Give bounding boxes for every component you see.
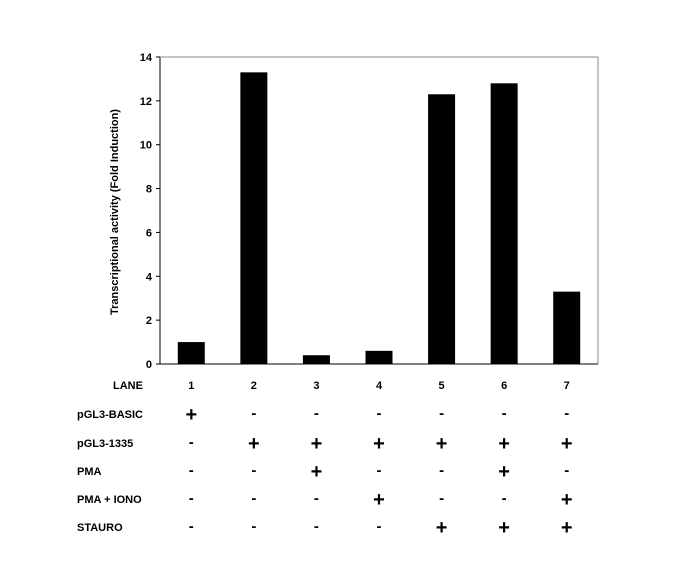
minus-sign: - bbox=[564, 462, 569, 479]
lane-number: 2 bbox=[251, 380, 257, 392]
lane-number: 1 bbox=[188, 380, 194, 392]
minus-sign: - bbox=[189, 518, 194, 535]
bar-lane-6 bbox=[490, 83, 518, 365]
plus-sign: + bbox=[561, 433, 573, 455]
plus-sign: + bbox=[561, 517, 573, 539]
bar-lane-7 bbox=[553, 291, 581, 364]
minus-sign: - bbox=[377, 462, 382, 479]
y-tick-label: 8 bbox=[146, 184, 152, 196]
y-tick-label: 10 bbox=[140, 140, 152, 152]
minus-sign: - bbox=[189, 462, 194, 479]
plus-sign: + bbox=[248, 433, 260, 455]
bar-lane-4 bbox=[365, 350, 393, 364]
condition-label: pGL3-BASIC bbox=[77, 409, 143, 421]
minus-sign: - bbox=[502, 405, 507, 422]
bar-lane-5 bbox=[428, 94, 456, 365]
plus-sign: + bbox=[185, 404, 197, 426]
lane-number: 3 bbox=[313, 380, 319, 392]
lane-row: LANE 1 2 3 4 5 6 7 bbox=[113, 380, 570, 392]
minus-sign: - bbox=[377, 405, 382, 422]
plus-sign: + bbox=[498, 517, 510, 539]
bar-lane-3 bbox=[302, 355, 330, 364]
lane-number: 6 bbox=[501, 380, 507, 392]
condition-table: pGL3-BASIC + - - - - - - pGL3-1335 - + + + + + + PMA - - + -… bbox=[77, 404, 573, 539]
condition-label: STAURO bbox=[77, 522, 123, 534]
bars bbox=[177, 72, 581, 365]
y-tick-label: 12 bbox=[140, 96, 152, 108]
condition-label: PMA + IONO bbox=[77, 494, 142, 506]
bar-lane-2 bbox=[240, 72, 268, 364]
minus-sign: - bbox=[314, 490, 319, 507]
plus-sign: + bbox=[436, 517, 448, 539]
minus-sign: - bbox=[251, 462, 256, 479]
plus-sign: + bbox=[373, 433, 385, 455]
plus-sign: + bbox=[498, 433, 510, 455]
plus-sign: + bbox=[311, 433, 323, 455]
y-tick-label: 2 bbox=[146, 315, 152, 327]
minus-sign: - bbox=[377, 518, 382, 535]
minus-sign: - bbox=[314, 405, 319, 422]
minus-sign: - bbox=[439, 405, 444, 422]
y-tick-label: 4 bbox=[146, 271, 153, 283]
minus-sign: - bbox=[564, 405, 569, 422]
minus-sign: - bbox=[314, 518, 319, 535]
y-tick-label: 0 bbox=[146, 359, 152, 371]
condition-label: PMA bbox=[77, 466, 102, 478]
lane-number: 4 bbox=[376, 380, 383, 392]
condition-label: pGL3-1335 bbox=[77, 438, 133, 450]
plus-sign: + bbox=[436, 433, 448, 455]
minus-sign: - bbox=[439, 490, 444, 507]
plus-sign: + bbox=[561, 489, 573, 511]
minus-sign: - bbox=[502, 490, 507, 507]
minus-sign: - bbox=[439, 462, 444, 479]
plus-sign: + bbox=[498, 461, 510, 483]
minus-sign: - bbox=[251, 405, 256, 422]
minus-sign: - bbox=[251, 518, 256, 535]
bar-lane-1 bbox=[177, 342, 205, 364]
lane-number: 7 bbox=[564, 380, 570, 392]
y-axis-label: Transcriptional activity (Fold Induction… bbox=[109, 109, 121, 315]
y-tick-label: 6 bbox=[146, 227, 152, 239]
lane-label: LANE bbox=[113, 380, 143, 392]
minus-sign: - bbox=[251, 490, 256, 507]
y-tick-label: 14 bbox=[140, 52, 153, 64]
y-axis-ticks: 0 2 4 6 8 10 12 14 bbox=[140, 52, 160, 371]
plus-sign: + bbox=[311, 461, 323, 483]
minus-sign: - bbox=[189, 434, 194, 451]
plus-sign: + bbox=[373, 489, 385, 511]
lane-number: 5 bbox=[439, 380, 445, 392]
minus-sign: - bbox=[189, 490, 194, 507]
